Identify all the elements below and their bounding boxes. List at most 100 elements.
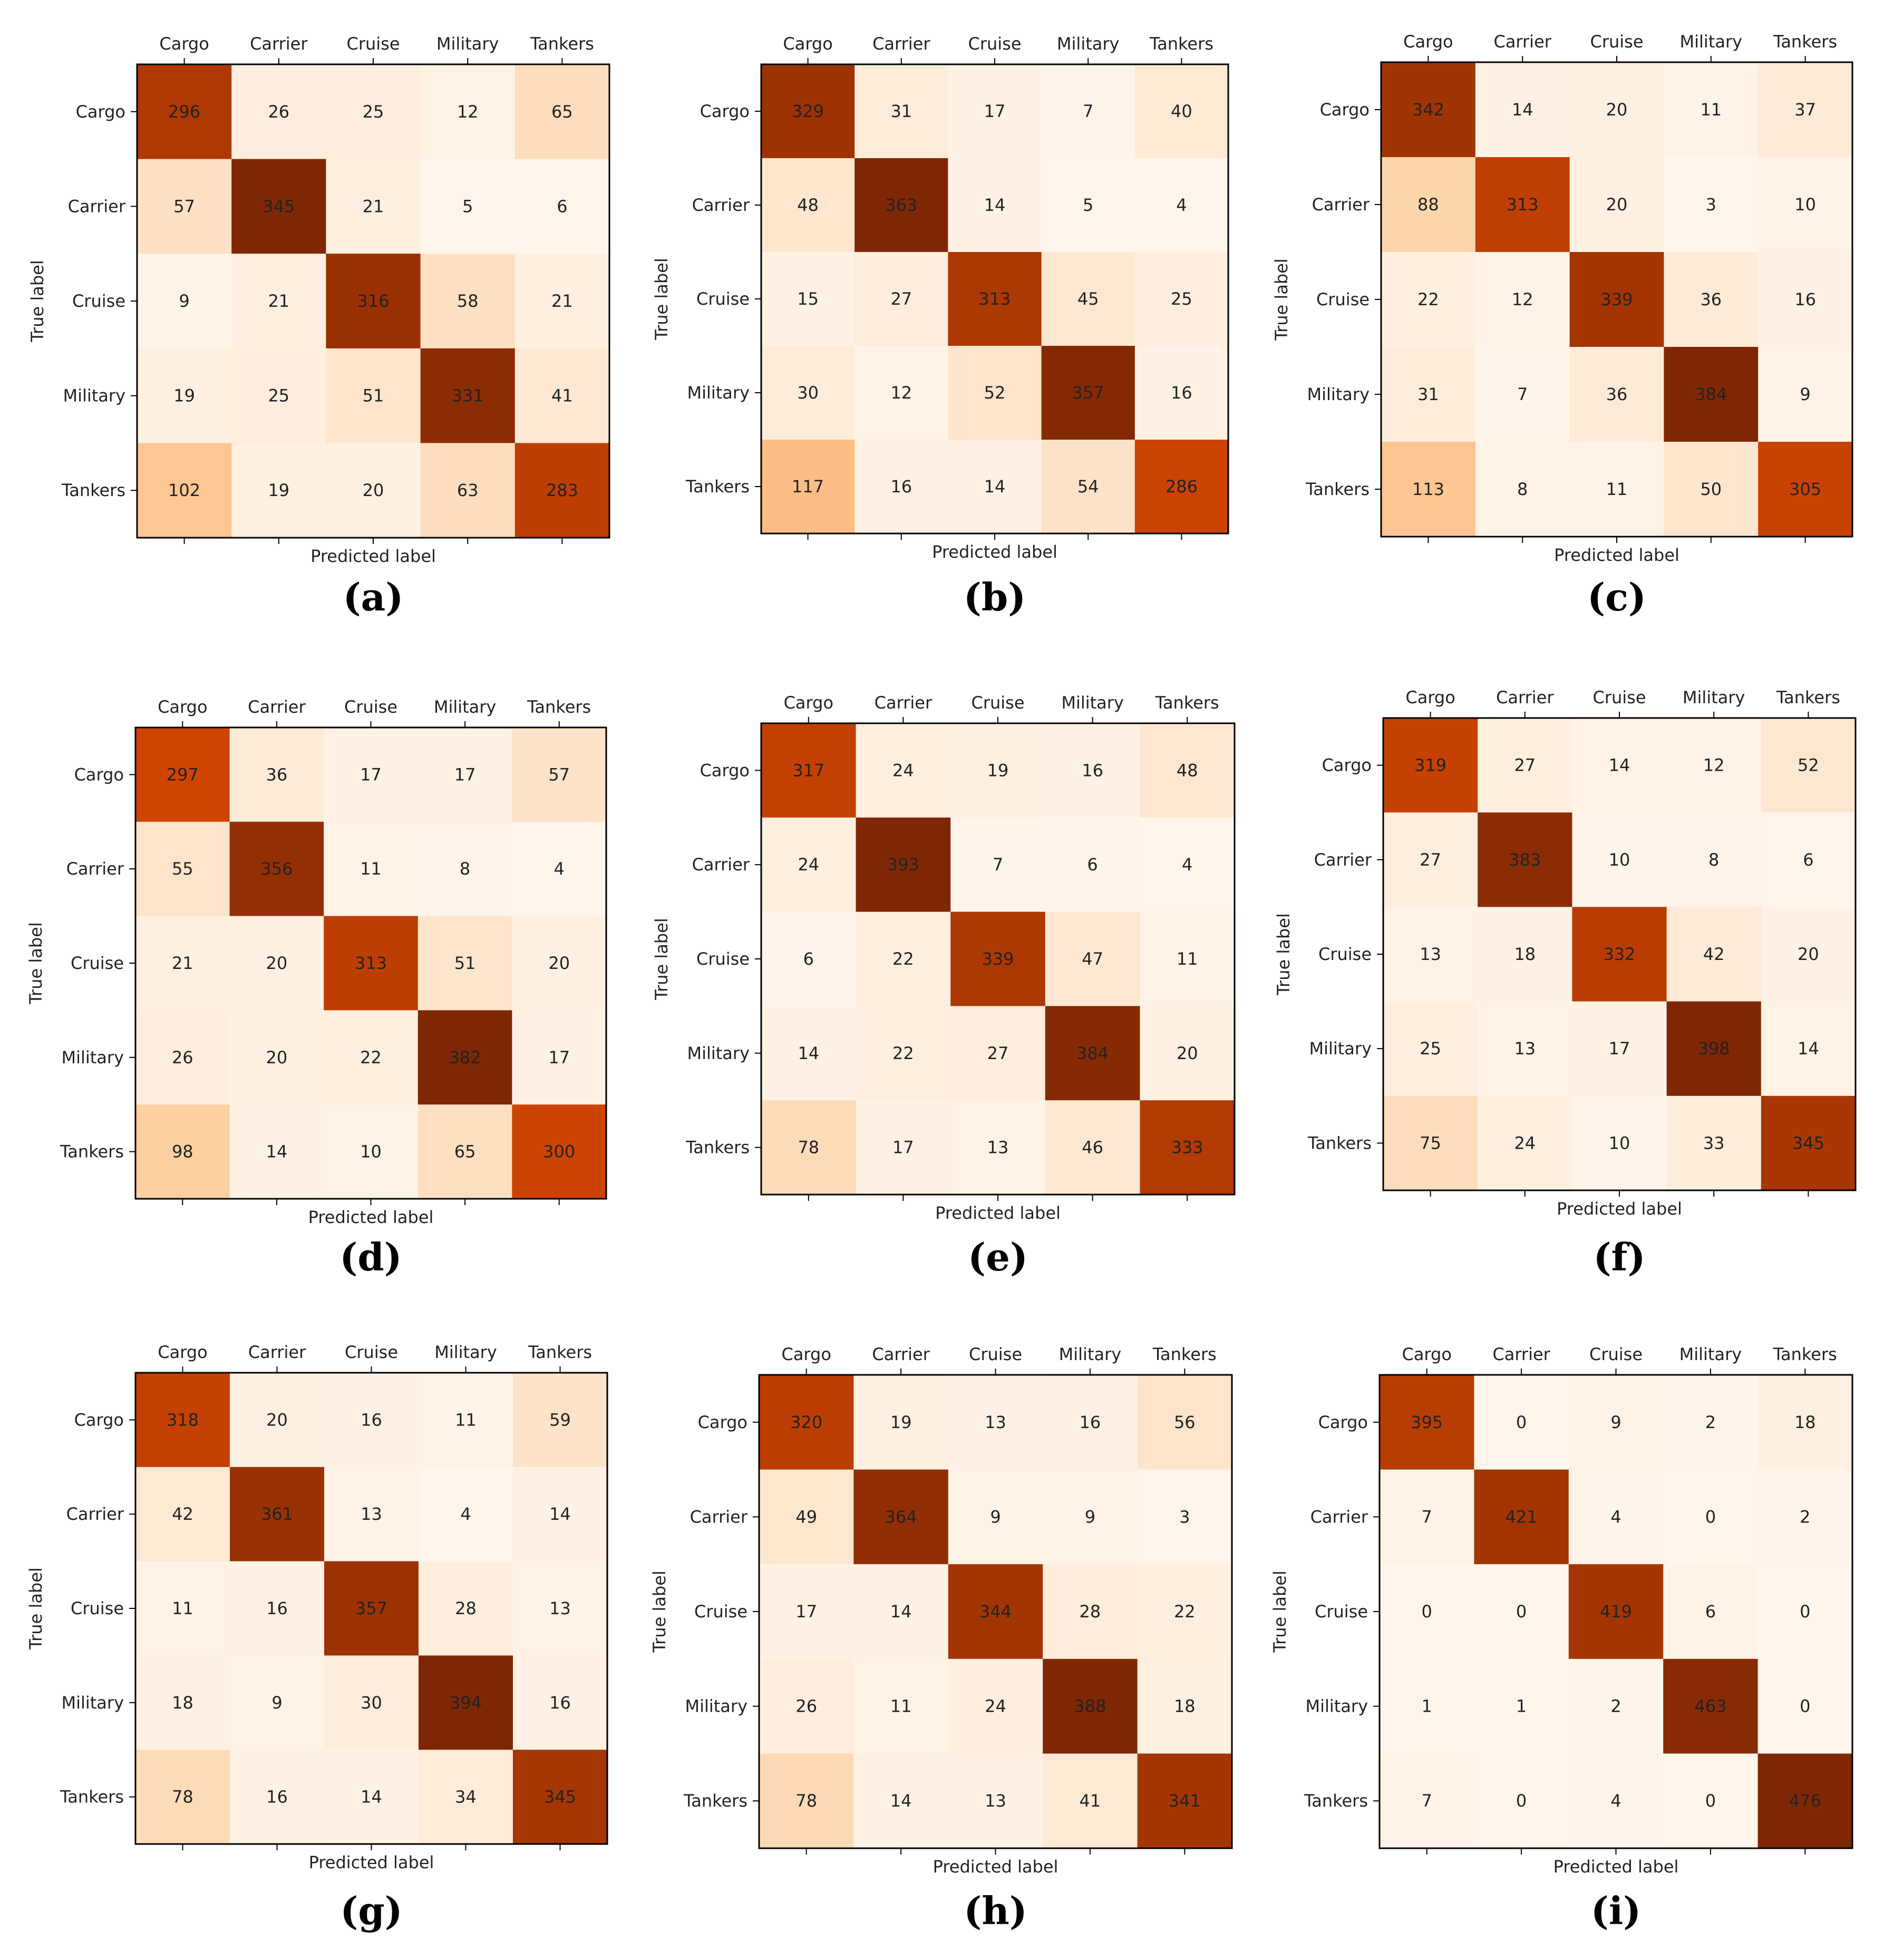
x-tick-label: Cargo	[784, 693, 833, 713]
cell-value-label: 7	[1517, 384, 1528, 404]
cell-value-label: 4	[1610, 1507, 1621, 1527]
matrix-cell	[1045, 1006, 1140, 1101]
matrix-cell	[229, 821, 324, 917]
cell-value-label: 286	[1166, 477, 1198, 497]
matrix-cell	[1134, 64, 1229, 159]
x-axis-label: Predicted label	[310, 546, 436, 566]
cell-value-label: 1	[1516, 1696, 1527, 1716]
x-tick-label: Cargo	[159, 34, 209, 54]
cell-value-label: 384	[1076, 1043, 1109, 1063]
matrix-cell	[419, 1467, 513, 1562]
cell-value-label: 2	[1705, 1412, 1716, 1432]
cell-value-label: 52	[1798, 755, 1819, 775]
cell-value-label: 26	[172, 1047, 193, 1068]
matrix-cell	[137, 254, 232, 349]
matrix-cell	[1137, 1658, 1232, 1754]
cell-value-label: 10	[1794, 195, 1816, 215]
x-axis-label: Predicted label	[1553, 1857, 1679, 1877]
cell-value-label: 9	[179, 291, 189, 311]
confusion-matrix-g: 318 20 16 11 59 42 361 13 4 14 11 16 357 28 13 18 9 30 394…	[26, 1342, 608, 1933]
y-tick-label: Cruise	[71, 1598, 124, 1618]
x-tick-label: Carrier	[872, 1344, 930, 1364]
y-tick-label: Cargo	[700, 101, 750, 121]
cell-value-label: 17	[984, 101, 1006, 121]
matrix-cell	[512, 821, 607, 917]
cell-value-label: 7	[1422, 1791, 1432, 1811]
matrix-cell	[1569, 252, 1664, 347]
x-tick-label: Cruise	[971, 693, 1024, 713]
y-tick-label: Carrier	[1310, 1507, 1368, 1527]
confusion-matrix-c: 342 14 20 11 37 88 313 20 3 10 22 12 339 36 16 31 7 36 384…	[1271, 32, 1853, 619]
matrix-cell	[1664, 157, 1759, 253]
matrix-cell	[514, 159, 610, 254]
x-tick-label: Cargo	[1402, 1344, 1451, 1364]
subfigure-caption: (h)	[964, 1888, 1027, 1933]
matrix-cell	[1568, 1564, 1664, 1660]
x-tick-label: Tankers	[1155, 693, 1219, 713]
cell-value-label: 13	[1420, 944, 1441, 964]
matrix-cell	[950, 911, 1046, 1006]
matrix-cell	[1043, 1469, 1138, 1565]
matrix-cell	[761, 158, 855, 253]
matrix-cell	[1475, 252, 1570, 347]
matrix-cell	[420, 348, 516, 443]
cell-value-label: 11	[1700, 100, 1722, 120]
matrix-cell	[420, 443, 516, 538]
cell-value-label: 24	[798, 855, 819, 875]
matrix-cell	[1758, 442, 1853, 537]
matrix-cell	[1475, 157, 1570, 253]
cell-value-label: 21	[172, 953, 193, 973]
cell-value-label: 36	[1606, 384, 1628, 404]
cell-value-label: 14	[1609, 755, 1630, 775]
matrix-cell	[137, 443, 232, 538]
matrix-cell	[759, 1658, 854, 1754]
matrix-cell	[231, 443, 326, 538]
matrix-cell	[1043, 1375, 1138, 1470]
subfigure-caption: (d)	[339, 1235, 402, 1279]
cell-value-label: 19	[987, 760, 1009, 780]
subfigure-caption: (f)	[1593, 1235, 1645, 1279]
cell-value-label: 57	[548, 764, 570, 784]
matrix-cell	[514, 443, 610, 538]
cell-value-label: 382	[449, 1047, 481, 1068]
cell-value-label: 383	[1509, 850, 1541, 870]
cell-value-label: 102	[168, 480, 200, 500]
cell-value-label: 0	[1705, 1507, 1716, 1527]
cell-value-label: 313	[1507, 195, 1539, 215]
y-tick-label: Tankers	[685, 477, 750, 497]
cell-value-label: 333	[1171, 1138, 1203, 1158]
matrix-cell	[1664, 252, 1759, 347]
x-tick-label: Cruise	[344, 697, 397, 717]
cell-value-label: 34	[455, 1787, 477, 1807]
matrix-cell	[230, 1561, 325, 1656]
cell-value-label: 21	[268, 291, 289, 311]
matrix-cell	[1474, 1753, 1569, 1849]
cell-value-label: 65	[454, 1142, 476, 1162]
matrix-cell	[761, 440, 855, 534]
matrix-cell	[135, 1467, 230, 1562]
cell-value-label: 0	[1800, 1696, 1810, 1716]
matrix-cell	[135, 1655, 230, 1750]
cell-value-label: 4	[1176, 195, 1187, 215]
matrix-cell	[1663, 1753, 1759, 1849]
matrix-cell	[854, 252, 948, 346]
cell-value-label: 7	[1422, 1507, 1432, 1527]
matrix-cell	[417, 1104, 512, 1199]
matrix-cell	[420, 254, 516, 349]
matrix-cell	[324, 916, 419, 1011]
cell-value-label: 318	[167, 1410, 199, 1430]
matrix-cell	[948, 1469, 1043, 1565]
matrix-cell	[1137, 1753, 1232, 1849]
matrix-cell	[324, 1104, 419, 1199]
cell-value-label: 22	[892, 949, 914, 969]
cell-value-label: 361	[261, 1504, 293, 1524]
x-tick-label: Tankers	[1152, 1344, 1217, 1364]
matrix-cell	[1572, 907, 1667, 1002]
matrix-cell	[1380, 1375, 1474, 1470]
matrix-cell	[326, 443, 421, 538]
cell-value-label: 88	[1417, 195, 1439, 215]
cell-value-label: 297	[167, 764, 199, 784]
matrix-cell	[761, 1100, 857, 1195]
matrix-cell	[231, 64, 326, 160]
